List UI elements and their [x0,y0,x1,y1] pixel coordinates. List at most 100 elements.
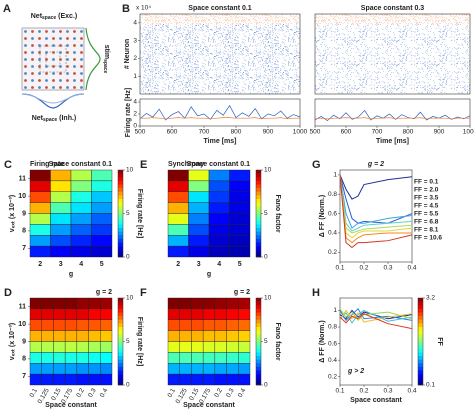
heatmap-cell [70,245,92,258]
colorbar-step [256,308,261,313]
heatmap-cell [167,224,189,236]
heatmap-cell [64,373,78,386]
plot-frame [314,98,471,127]
neuron-dot [80,86,83,89]
heatmap-cell [91,213,113,225]
heatmap-cell [226,319,239,331]
colorbar-step [256,359,261,364]
y-tick-label: 7 [22,373,26,380]
heatmap-cell [29,245,51,258]
x-axis-label: Space constant [183,402,235,409]
colorbar-label: Fano factor [274,322,281,360]
stim-core [45,51,61,67]
neuron-dot [80,79,83,82]
colorbar-step [256,235,261,240]
heatmap-cell [191,341,204,353]
heatmap-cell [100,319,113,331]
colorbar-step [256,209,261,214]
neuron-dot [52,58,55,61]
heatmap-cell [191,363,204,375]
heatmap-cell [202,352,216,364]
colorbar-step [118,242,123,247]
neuron-dot [45,65,48,68]
raster-exc [140,24,300,94]
neuron-dot [59,58,62,61]
colorbar-step [256,327,261,331]
y-tick-label: 0.2 [328,373,337,380]
panel-label: H [312,287,320,299]
x-tick-label: 0.3 [225,387,236,399]
colorbar-step [256,253,261,258]
heatmap-cell [100,297,113,310]
heatmap-cell [188,213,210,225]
neuron-dot [66,79,69,82]
colorbar-step [118,330,123,335]
colorbar-step [118,341,123,346]
colorbar-step [256,312,261,317]
neuron-dot [45,51,48,54]
x-tick-label: 0.2 [213,387,224,399]
heatmap-cell [64,352,78,364]
colorbar-step [256,319,261,324]
neuron-dot [31,30,34,33]
colorbar-step [118,374,123,379]
heatmap-cell [226,363,239,375]
neuron-dot [31,86,34,89]
colorbar-frame [417,297,424,386]
series-line [339,309,413,320]
heatmap-cell [53,330,66,342]
heatmap-cell [91,245,113,258]
colorbar-step [118,213,123,218]
y-axis-label: vₑₓₜ (x 10⁻³) [9,195,16,232]
heatmap-cell [226,297,239,310]
colorbar-step [118,352,123,357]
heatmap-cell [29,308,42,320]
colorbar-step [256,170,261,174]
colorbar-step [256,337,261,342]
heatmap-cell [208,191,230,203]
colorbar-step [118,231,123,236]
series-line [339,174,413,229]
legend-label: FF = 6.8 [414,219,439,226]
y-tick-label: 11 [19,176,27,183]
neuron-dot [73,58,76,61]
colorbar-step [118,224,123,229]
heatmap-cell [70,235,92,247]
y-tick-label: 8 [22,356,26,363]
heatmap-cell [76,297,89,310]
heatmap-cell [208,213,230,225]
heatmap-cell [50,213,72,225]
colorbar-step [118,202,123,207]
neuron-dot [24,44,27,47]
heatmap-cell [238,308,251,320]
heatmap-cell [76,308,89,320]
neuron-dot [45,58,48,61]
neuron-dot [59,51,62,54]
neuron-dot [45,86,48,89]
colorbar-step [418,356,423,360]
colorbar-step [118,246,123,251]
label-sub: space [42,15,56,21]
heatmap-cell [229,180,251,192]
legend-label: FF = 4.5 [414,203,439,210]
colorbar-step [256,316,261,321]
heatmap-cell [50,235,72,247]
heatmap-cell [214,319,227,331]
heatmap-cell [188,202,210,214]
neuron-dot [24,30,27,33]
heatmap-cell [229,235,251,247]
colorbar-tick-label: 3.2 [426,295,435,302]
colorbar-step [256,323,261,328]
heatmap-cell [50,224,72,236]
heatmap-cell [229,191,251,203]
heatmap-cell [88,297,101,310]
y-tick-label: 0.8 [328,324,337,331]
legend-label: FF = 2.0 [414,187,439,194]
colorbar-step [418,316,423,321]
colorbar-step [118,177,123,182]
heatmap-cell [91,169,113,182]
chart-subtitle: g = 2 [96,289,112,296]
heatmap-cell [167,330,180,342]
neuron-dot [38,44,41,47]
heatmap-cell [41,363,54,375]
